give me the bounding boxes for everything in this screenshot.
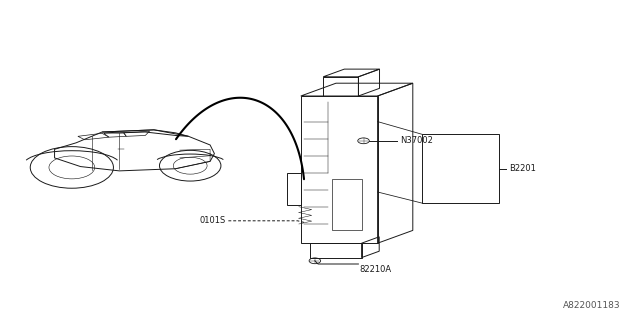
Text: A822001183: A822001183 <box>563 301 621 310</box>
Text: N37002: N37002 <box>400 136 433 145</box>
Text: 0101S: 0101S <box>199 216 225 225</box>
Bar <box>422 134 499 203</box>
Text: 82210A: 82210A <box>360 265 392 274</box>
Text: B2201: B2201 <box>509 164 536 173</box>
